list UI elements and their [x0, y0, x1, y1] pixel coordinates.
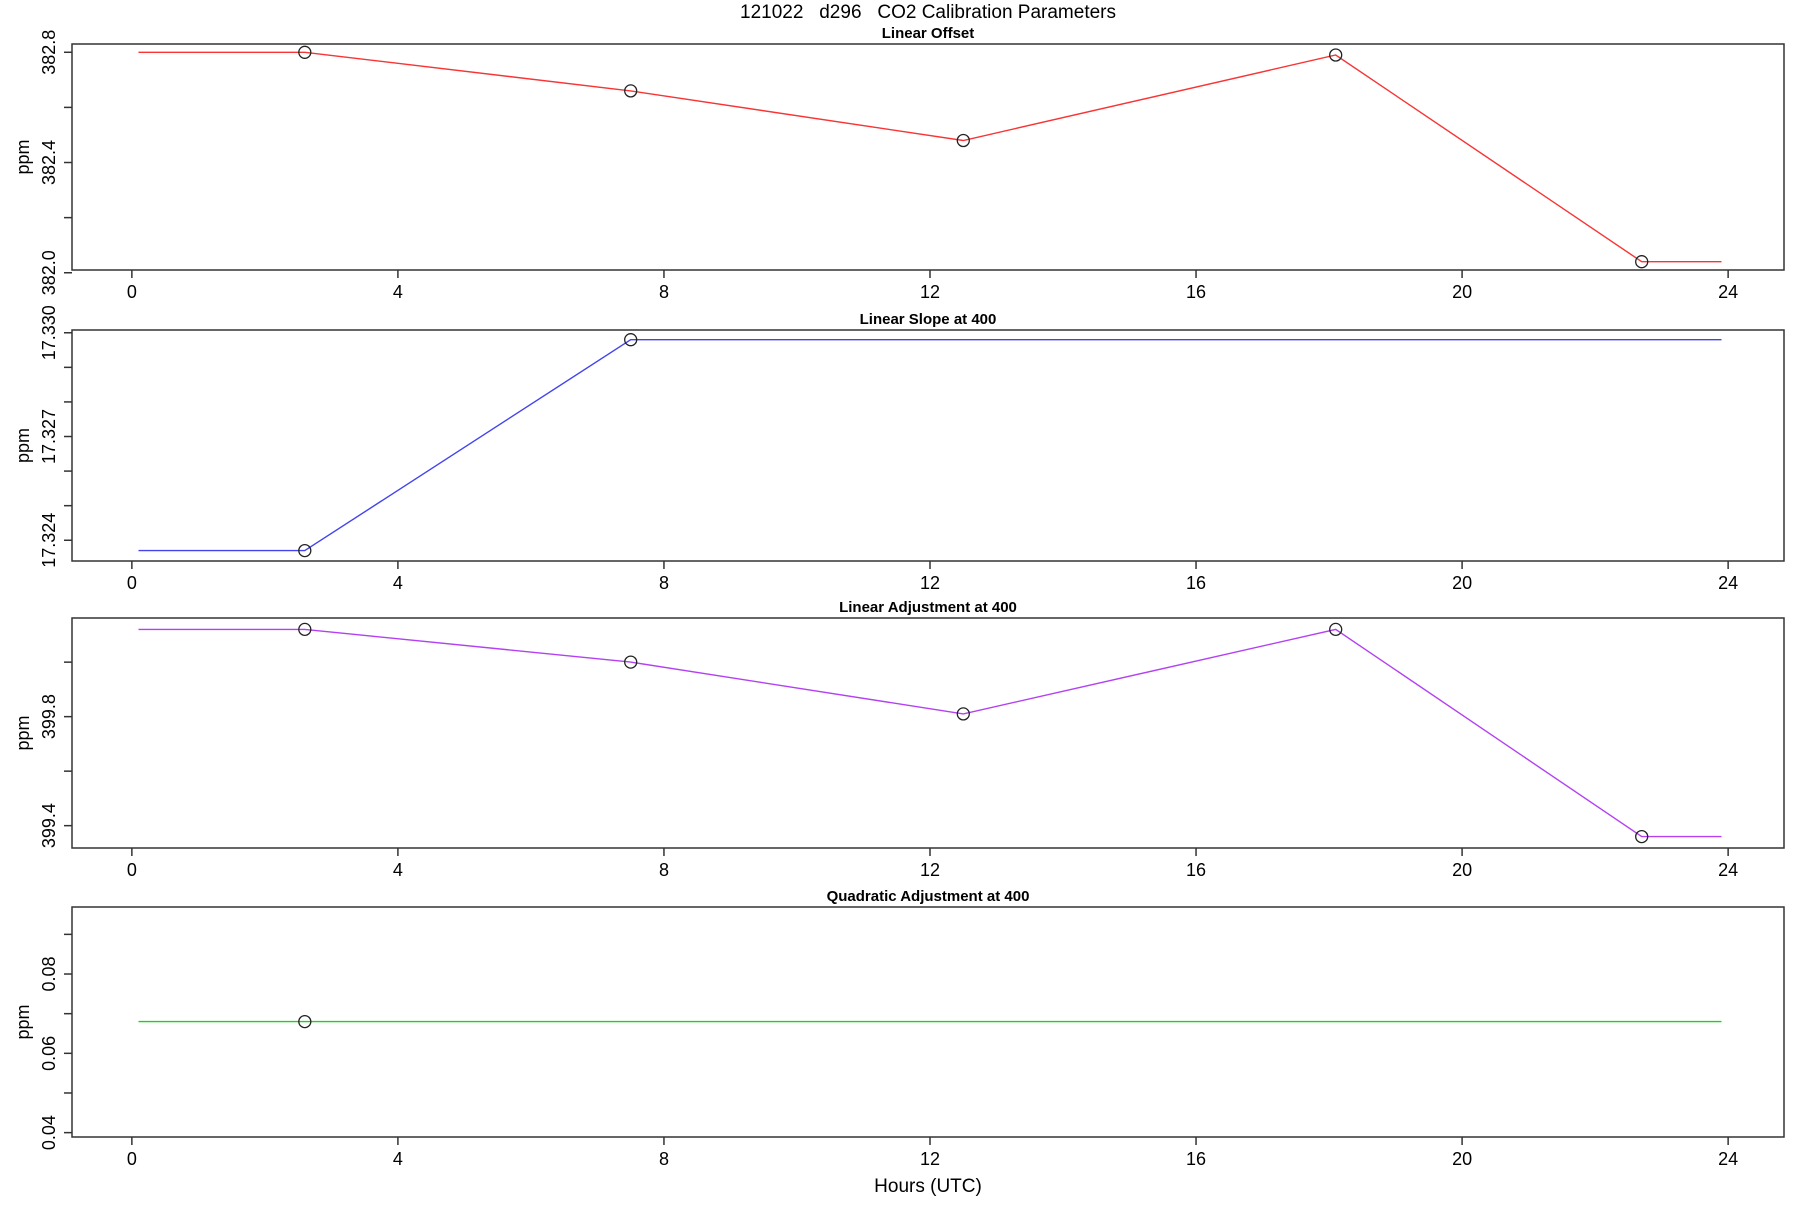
- x-tick-label: 24: [1718, 573, 1738, 593]
- panel-title: Linear Offset: [882, 25, 975, 42]
- data-line: [138, 51, 1722, 263]
- x-tick-label: 16: [1186, 1149, 1206, 1169]
- data-line: [138, 628, 1722, 838]
- y-axis-label: ppm: [13, 139, 33, 174]
- x-tick-label: 0: [127, 860, 137, 880]
- data-point-marker: [956, 133, 970, 148]
- x-tick-label: 16: [1186, 282, 1206, 302]
- x-tick-label: 4: [393, 282, 403, 302]
- x-tick-label: 8: [659, 573, 669, 593]
- data-point-marker: [298, 622, 312, 637]
- x-tick-label: 24: [1718, 1149, 1738, 1169]
- panel-2: Linear Slope at 400 0 4 8 12 16 20 24 17.324 17.3…: [13, 305, 1785, 593]
- panel-box: [71, 906, 1785, 1138]
- panel-1: Linear Offset 0 4 8 12 16 20 24 382.0 382.4 382.8 p…: [13, 25, 1785, 302]
- data-point-marker: [956, 707, 970, 721]
- x-tick-label: 24: [1718, 282, 1738, 302]
- y-tick-label: 17.324: [39, 513, 59, 568]
- x-tick-label: 0: [127, 1149, 137, 1169]
- x-tick-label: 4: [393, 573, 403, 593]
- x-tick-label: 16: [1186, 860, 1206, 880]
- x-tick-label: 12: [920, 860, 940, 880]
- x-tick-label: 24: [1718, 860, 1738, 880]
- data-point-marker: [1329, 622, 1343, 637]
- data-point-marker: [1635, 829, 1649, 844]
- panel-box: [71, 43, 1785, 271]
- panel-box: [71, 617, 1785, 849]
- data-point-marker: [298, 543, 312, 558]
- x-tick-label: 4: [393, 860, 403, 880]
- panel-4: Quadratic Adjustment at 400 0 4 8 12 16 20 24 0.…: [13, 888, 1785, 1169]
- y-axis-label: ppm: [13, 715, 33, 750]
- data-point-marker: [624, 655, 638, 669]
- x-tick-label: 20: [1452, 860, 1472, 880]
- main-title: 121022 d296 CO2 Calibration Parameters: [740, 2, 1116, 23]
- x-tick-label: 0: [127, 282, 137, 302]
- x-tick-label: 16: [1186, 573, 1206, 593]
- data-point-marker: [298, 45, 312, 59]
- x-tick-label: 12: [920, 1149, 940, 1169]
- x-tick-label: 12: [920, 282, 940, 302]
- panel-title: Quadratic Adjustment at 400: [827, 888, 1030, 905]
- data-line: [138, 339, 1722, 552]
- panel-3: Linear Adjustment at 400 0 4 8 12 16 20 24 399.4…: [13, 599, 1785, 880]
- y-tick-label: 0.08: [39, 956, 59, 991]
- y-axis-label: ppm: [13, 1004, 33, 1039]
- y-tick-label: 399.8: [39, 694, 59, 739]
- panel-title: Linear Slope at 400: [860, 311, 997, 328]
- panel-box: [71, 329, 1785, 562]
- x-axis-label: Hours (UTC): [874, 1176, 982, 1197]
- panel-title: Linear Adjustment at 400: [839, 599, 1017, 616]
- x-tick-label: 12: [920, 573, 940, 593]
- y-tick-label: 382.4: [39, 140, 59, 185]
- x-tick-label: 20: [1452, 1149, 1472, 1169]
- y-tick-label: 382.8: [39, 30, 59, 75]
- x-tick-label: 20: [1452, 573, 1472, 593]
- x-tick-label: 8: [659, 1149, 669, 1169]
- y-axis-label: ppm: [13, 428, 33, 463]
- y-tick-label: 0.04: [39, 1115, 59, 1150]
- data-point-marker: [624, 333, 638, 347]
- x-tick-label: 4: [393, 1149, 403, 1169]
- y-tick-label: 17.330: [39, 305, 59, 360]
- y-tick-label: 0.06: [39, 1036, 59, 1071]
- data-point-marker: [1635, 255, 1649, 269]
- data-point-marker: [298, 1014, 312, 1029]
- x-tick-label: 20: [1452, 282, 1472, 302]
- panels-group: Linear Offset 0 4 8 12 16 20 24 382.0 382.4 382.8 p…: [13, 25, 1785, 1169]
- y-tick-label: 399.4: [39, 803, 59, 848]
- y-tick-label: 17.327: [39, 409, 59, 464]
- data-point-marker: [1329, 48, 1343, 62]
- x-tick-label: 8: [659, 860, 669, 880]
- x-tick-label: 0: [127, 573, 137, 593]
- y-tick-label: 382.0: [39, 250, 59, 295]
- data-point-marker: [624, 84, 638, 98]
- x-tick-label: 8: [659, 282, 669, 302]
